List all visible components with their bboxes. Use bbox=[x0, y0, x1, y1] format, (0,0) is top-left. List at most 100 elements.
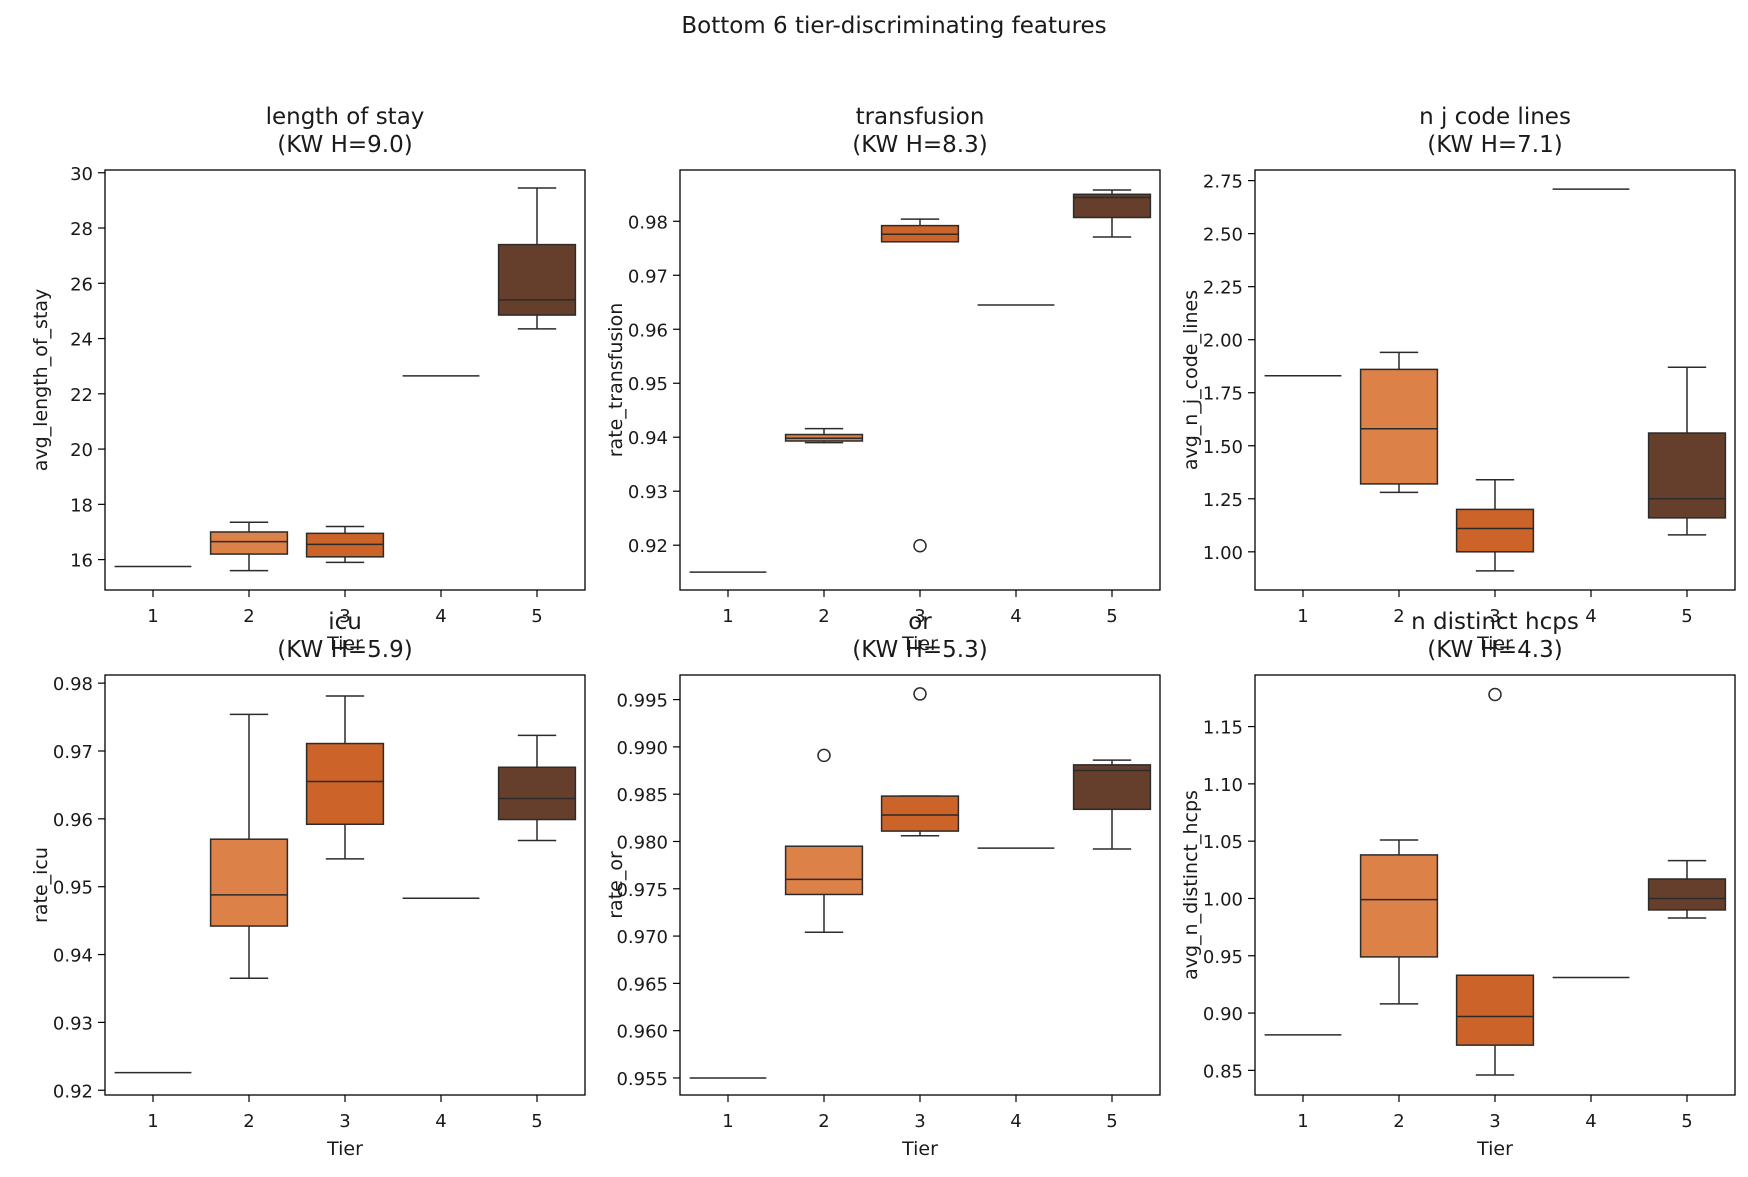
x-tick-label: 3 bbox=[1489, 606, 1500, 627]
box-tier-3 bbox=[880, 687, 960, 837]
box-tier-5 bbox=[497, 734, 577, 842]
x-tick-label: 4 bbox=[1010, 606, 1021, 627]
box-body bbox=[1359, 368, 1439, 485]
box-tier-2 bbox=[784, 427, 864, 444]
x-tick-label: 5 bbox=[1106, 1111, 1117, 1132]
y-tick-label: 2.50 bbox=[1203, 225, 1243, 246]
y-axis-label: avg_n_j_code_lines bbox=[1180, 290, 1202, 470]
axes-frame bbox=[679, 169, 1161, 591]
y-axis-label: avg_length_of_stay bbox=[30, 289, 52, 472]
box-body bbox=[1359, 854, 1439, 958]
box-tier-3 bbox=[1455, 478, 1535, 572]
x-axis-label: Tier bbox=[326, 633, 363, 655]
box-tier-3 bbox=[305, 695, 385, 860]
box-body bbox=[209, 531, 289, 555]
box-body bbox=[305, 742, 385, 826]
x-tick-label: 2 bbox=[1393, 1111, 1404, 1132]
x-axis-label: Tier bbox=[901, 633, 938, 655]
y-tick-label: 0.93 bbox=[53, 1013, 93, 1034]
x-tick-label: 4 bbox=[1010, 1111, 1021, 1132]
x-tick-label: 5 bbox=[1681, 606, 1692, 627]
x-tick-label: 2 bbox=[818, 606, 829, 627]
box-tier-5 bbox=[1647, 859, 1727, 919]
box-tier-2 bbox=[1359, 839, 1439, 1005]
subplot-2: transfusion(KW H=8.3) 0.92 0.93 0.94 0.95 0.9… bbox=[605, 104, 1161, 655]
x-tick-label: 4 bbox=[435, 606, 446, 627]
y-tick-label: 0.93 bbox=[628, 482, 668, 503]
box-outlier bbox=[913, 687, 927, 701]
y-tick-label: 2.75 bbox=[1203, 172, 1243, 193]
box-tier-5 bbox=[1072, 759, 1152, 850]
x-tick-label: 5 bbox=[531, 606, 542, 627]
y-tick-label: 1.05 bbox=[1203, 832, 1243, 853]
y-tick-label: 0.95 bbox=[1203, 947, 1243, 968]
y-tick-label: 0.97 bbox=[53, 742, 93, 763]
box-body bbox=[1647, 878, 1727, 911]
box-body bbox=[497, 243, 577, 316]
x-tick-label: 1 bbox=[147, 1111, 158, 1132]
y-tick-label: 0.960 bbox=[616, 1022, 668, 1043]
y-axis-label: rate_transfusion bbox=[605, 303, 627, 458]
subplot-title: transfusion bbox=[856, 104, 985, 130]
y-tick-label: 0.980 bbox=[616, 832, 668, 853]
box-body bbox=[209, 838, 289, 927]
box-tier-5 bbox=[1072, 189, 1152, 238]
subplot-title: or bbox=[908, 609, 932, 635]
x-tick-label: 2 bbox=[1393, 606, 1404, 627]
axes-frame bbox=[1254, 169, 1736, 591]
x-axis-label: Tier bbox=[901, 1138, 938, 1160]
y-tick-label: 0.94 bbox=[628, 428, 668, 449]
box-tier-3 bbox=[305, 525, 385, 564]
y-tick-label: 16 bbox=[70, 551, 93, 572]
y-axis-label: rate_or bbox=[605, 851, 627, 919]
x-tick-label: 5 bbox=[531, 1111, 542, 1132]
box-body bbox=[784, 845, 864, 896]
y-tick-label: 18 bbox=[70, 495, 93, 516]
y-tick-label: 0.970 bbox=[616, 927, 668, 948]
x-axis-label: Tier bbox=[326, 1138, 363, 1160]
subplot-6: n distinct hcps(KW H=4.3) 0.85 0.90 0.95 1.0… bbox=[1180, 609, 1736, 1160]
y-tick-label: 20 bbox=[70, 440, 93, 461]
subplot-subtitle: (KW H=5.9) bbox=[277, 637, 412, 663]
box-tier-2 bbox=[784, 748, 864, 934]
axes-frame bbox=[104, 169, 586, 591]
y-tick-label: 26 bbox=[70, 274, 93, 295]
y-tick-label: 0.97 bbox=[628, 266, 668, 287]
y-tick-label: 24 bbox=[70, 330, 93, 351]
subplot-subtitle: (KW H=7.1) bbox=[1427, 132, 1562, 158]
y-tick-label: 2.25 bbox=[1203, 278, 1243, 299]
y-tick-label: 1.75 bbox=[1203, 384, 1243, 405]
box-body bbox=[1072, 764, 1152, 811]
y-tick-label: 0.95 bbox=[628, 374, 668, 395]
box-outlier bbox=[913, 538, 927, 553]
x-tick-label: 3 bbox=[914, 606, 925, 627]
y-tick-label: 0.965 bbox=[616, 974, 668, 995]
y-axis-label: avg_n_distinct_hcps bbox=[1180, 790, 1202, 980]
box-tier-2 bbox=[209, 521, 289, 572]
subplot-1: length of stay(KW H=9.0)1618202224262830… bbox=[30, 104, 586, 655]
axes-frame bbox=[1254, 674, 1736, 1096]
x-tick-label: 3 bbox=[339, 606, 350, 627]
y-tick-label: 1.15 bbox=[1203, 718, 1243, 739]
box-body bbox=[497, 766, 577, 821]
x-tick-label: 2 bbox=[818, 1111, 829, 1132]
x-tick-label: 5 bbox=[1681, 1111, 1692, 1132]
x-tick-label: 4 bbox=[435, 1111, 446, 1132]
y-axis-label: rate_icu bbox=[30, 847, 52, 923]
x-tick-label: 3 bbox=[1489, 1111, 1500, 1132]
x-tick-label: 4 bbox=[1585, 606, 1596, 627]
y-tick-label: 22 bbox=[70, 385, 93, 406]
box-body bbox=[1072, 193, 1152, 219]
box-tier-3 bbox=[1455, 687, 1535, 1076]
subplot-subtitle: (KW H=8.3) bbox=[852, 132, 987, 158]
y-tick-label: 1.50 bbox=[1203, 437, 1243, 458]
y-tick-label: 0.990 bbox=[616, 738, 668, 759]
x-tick-label: 2 bbox=[243, 1111, 254, 1132]
y-tick-label: 0.92 bbox=[53, 1081, 93, 1102]
box-outlier bbox=[817, 748, 831, 763]
y-tick-label: 0.985 bbox=[616, 785, 668, 806]
figure-title: Bottom 6 tier-discriminating features bbox=[681, 13, 1106, 39]
box-tier-5 bbox=[497, 187, 577, 330]
box-tier-2 bbox=[209, 713, 289, 980]
